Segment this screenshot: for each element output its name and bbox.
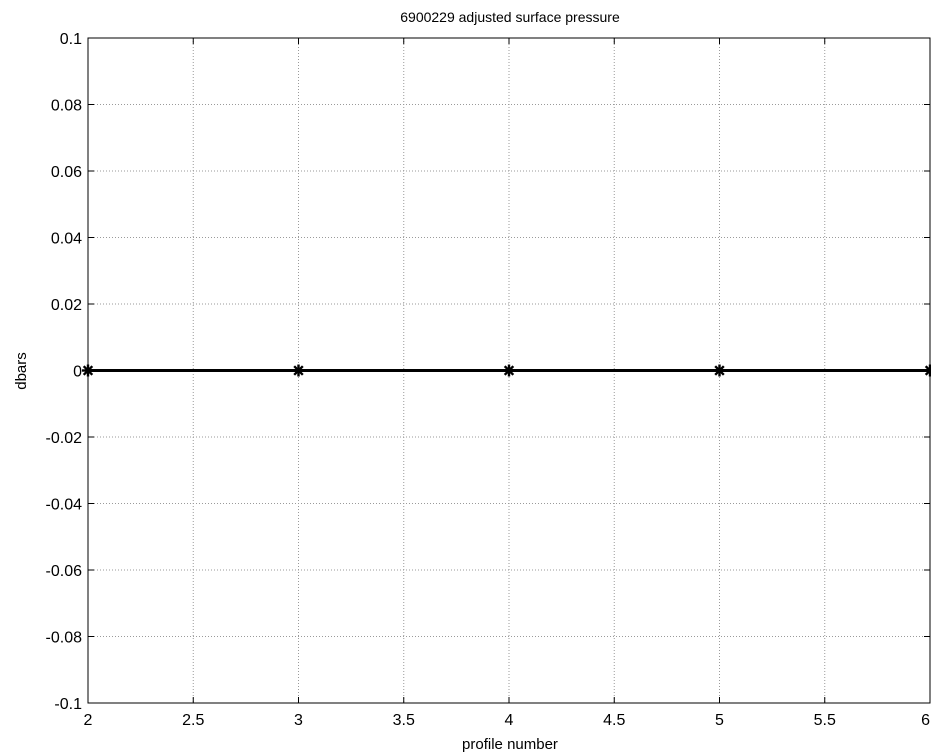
y-tick-label: -0.06	[46, 563, 83, 580]
x-axis-label: profile number	[462, 736, 558, 753]
x-tick-label: 2.5	[182, 712, 204, 729]
data-point-marker	[924, 364, 931, 377]
y-tick-label: -0.04	[46, 497, 83, 514]
y-tick-label: 0.1	[60, 31, 82, 48]
chart-title: 6900229 adjusted surface pressure	[400, 9, 620, 25]
data-point-marker	[713, 364, 726, 377]
y-tick-labels: 0.1 0.08 0.06 0.04 0.02 0 -0.02 -0.04 -0.06 -0.08…	[46, 31, 83, 713]
y-tick-label: 0.02	[51, 297, 82, 314]
y-tick-label: 0.06	[51, 164, 82, 181]
x-tick-label: 3.5	[393, 712, 415, 729]
y-axis-label: dbars	[13, 352, 30, 390]
y-tick-label: 0.04	[51, 231, 82, 248]
data-series	[82, 364, 931, 377]
y-tick-label: 0	[73, 364, 82, 381]
y-tick-label: 0.08	[51, 98, 82, 115]
x-tick-label: 4	[505, 712, 514, 729]
data-point-marker	[292, 364, 305, 377]
x-tick-label: 4.5	[603, 712, 625, 729]
x-tick-label: 6	[921, 712, 930, 729]
data-point-marker	[82, 364, 94, 377]
data-point-marker	[503, 364, 515, 377]
y-tick-label: -0.08	[46, 630, 83, 647]
x-tick-label: 2	[84, 712, 93, 729]
x-tick-label: 5	[715, 712, 724, 729]
y-tick-label: -0.1	[54, 696, 82, 713]
x-tick-label: 5.5	[814, 712, 836, 729]
y-tick-label: -0.02	[46, 430, 83, 447]
x-tick-labels: 2 2.5 3 3.5 4 4.5 5 5.5 6	[84, 712, 931, 729]
x-tick-label: 3	[294, 712, 303, 729]
